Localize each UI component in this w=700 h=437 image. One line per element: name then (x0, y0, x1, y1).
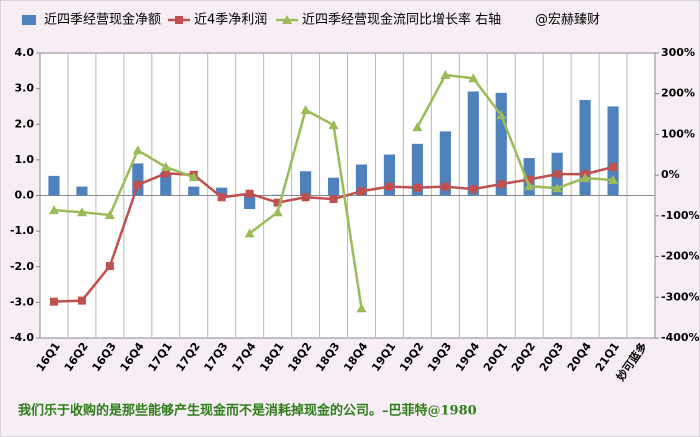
marker (524, 181, 535, 191)
bar (439, 131, 451, 196)
y-tick-label: -2.0 (10, 260, 34, 273)
marker (132, 145, 143, 155)
bar (48, 175, 60, 196)
y2-tick-label: 100% (661, 127, 695, 140)
line (53, 148, 195, 217)
marker (300, 105, 311, 114)
bar (244, 195, 256, 210)
marker (608, 175, 619, 185)
marker (76, 207, 87, 217)
marker (440, 69, 451, 79)
y-tick-label: -3.0 (10, 295, 34, 308)
legend-label: 近四季经营现金流同比增长率 右轴 (302, 12, 501, 28)
marker (497, 180, 506, 189)
marker (469, 185, 478, 194)
bar (355, 164, 368, 196)
bar (299, 171, 312, 196)
marker (552, 183, 563, 193)
y-tick-label: 0.0 (15, 189, 35, 202)
y-tick-label: 2.0 (15, 117, 35, 130)
bar (160, 172, 172, 196)
y2-tick-label: -100% (661, 209, 700, 222)
legend-label: 近4季净利润 (194, 13, 267, 28)
marker (77, 296, 86, 305)
bar (467, 91, 479, 196)
bar (495, 92, 507, 196)
bar (188, 186, 200, 196)
quote: 我们乐于收购的是那些能够产生现金而不是消耗掉现金的公司。–巴菲特@1980 (18, 403, 477, 419)
marker (49, 297, 58, 306)
marker (244, 228, 255, 238)
y2-tick-label: 200% (661, 87, 695, 100)
y2-tick-label: -300% (661, 290, 700, 303)
bar (607, 106, 619, 196)
legend-swatch (22, 15, 36, 25)
marker (272, 207, 283, 217)
marker (412, 122, 423, 132)
y2-tick-label: 0% (661, 168, 680, 181)
marker (357, 187, 366, 196)
marker (273, 198, 282, 207)
marker (329, 195, 338, 204)
bar (383, 154, 396, 196)
marker (175, 16, 183, 24)
marker (161, 169, 170, 178)
marker (217, 193, 226, 202)
marker (301, 193, 310, 202)
y2-tick-label: -400% (661, 331, 700, 344)
y-tick-label: 3.0 (15, 82, 35, 95)
y-tick-label: -1.0 (10, 224, 34, 237)
y-tick-label: 1.0 (15, 153, 35, 166)
marker (328, 120, 339, 130)
marker (105, 262, 114, 271)
watermark: @宏赫臻财 (535, 13, 600, 28)
marker (160, 162, 171, 171)
bar (579, 100, 591, 196)
bar (272, 194, 284, 196)
marker (133, 180, 142, 189)
marker (468, 73, 479, 83)
bar (216, 187, 228, 196)
bar (76, 186, 88, 196)
marker (385, 182, 394, 191)
marker (188, 172, 199, 182)
marker (609, 163, 618, 171)
bar (132, 163, 144, 196)
y-tick-label: 4.0 (15, 46, 35, 59)
y-tick-label: -4.0 (10, 331, 34, 344)
marker (413, 183, 422, 192)
marker (48, 205, 59, 215)
marker (525, 175, 534, 184)
bar (411, 143, 423, 196)
marker (441, 182, 450, 191)
marker (356, 303, 367, 313)
marker (496, 110, 507, 120)
legend-label: 近四季经营现金净额 (44, 12, 161, 28)
bar (327, 177, 340, 196)
marker (553, 170, 562, 179)
marker (282, 15, 292, 24)
marker (245, 189, 254, 198)
y2-tick-label: 300% (661, 46, 695, 59)
y2-tick-label: -200% (661, 250, 700, 263)
marker (104, 210, 115, 220)
marker (580, 172, 591, 182)
line (416, 73, 614, 190)
